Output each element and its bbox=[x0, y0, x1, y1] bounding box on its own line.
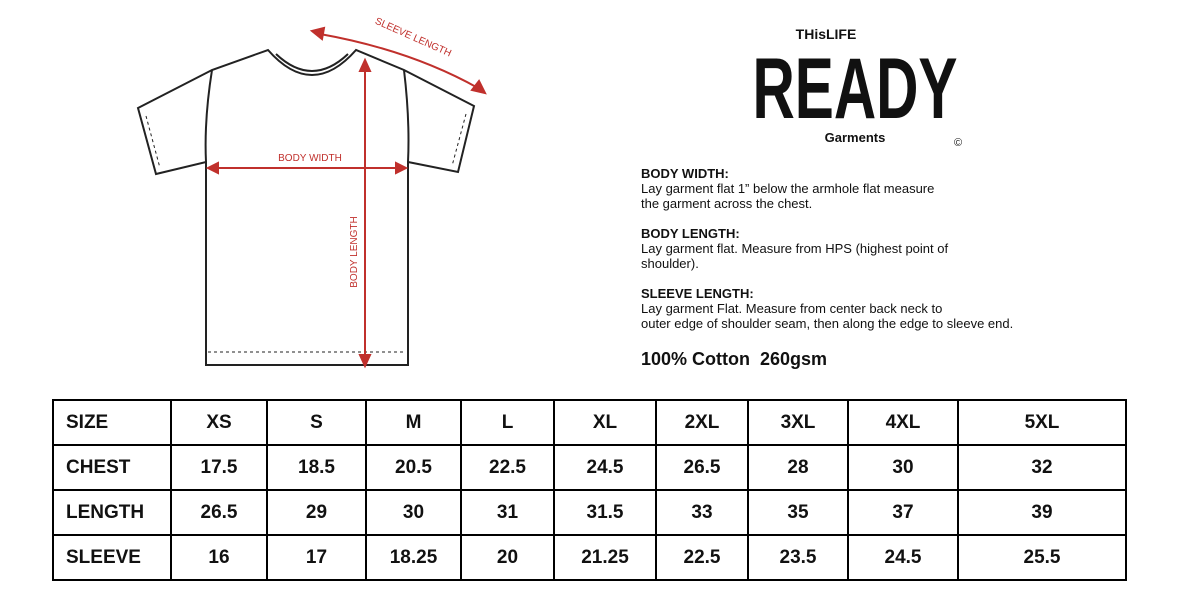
instruction-line: Lay garment Flat. Measure from center ba… bbox=[641, 301, 943, 316]
tshirt bbox=[136, 48, 476, 366]
table-cell: XL bbox=[553, 399, 657, 446]
logo-top: THisLIFE bbox=[796, 26, 857, 42]
logo-bottom: Garments bbox=[825, 130, 886, 145]
table-cell: 37 bbox=[847, 489, 959, 536]
diagram: BODY WIDTH BODY LENGTH SLEEVE LENGTH THi… bbox=[136, 16, 962, 369]
measure-arrows bbox=[205, 26, 487, 369]
instruction-heading: BODY LENGTH: bbox=[641, 226, 740, 241]
table-cell: 39 bbox=[957, 489, 1127, 536]
table-cell: LENGTH bbox=[52, 489, 172, 536]
table-cell: 33 bbox=[655, 489, 749, 536]
table-cell: CHEST bbox=[52, 444, 172, 491]
table-cell: 5XL bbox=[957, 399, 1127, 446]
table-cell: 17.5 bbox=[170, 444, 268, 491]
width-label: BODY WIDTH bbox=[278, 153, 342, 164]
table-cell: L bbox=[460, 399, 555, 446]
table-cell: 21.25 bbox=[553, 534, 657, 581]
instruction-block: BODY WIDTH: Lay garment flat 1” below the… bbox=[641, 166, 1161, 211]
table-cell: 22.5 bbox=[460, 444, 555, 491]
length-label: BODY LENGTH bbox=[349, 216, 360, 288]
table-cell: 30 bbox=[365, 489, 462, 536]
instruction-line: the garment across the chest. bbox=[641, 196, 813, 211]
instruction-line: shoulder). bbox=[641, 256, 699, 271]
table-cell: 28 bbox=[747, 444, 849, 491]
instruction-heading: BODY WIDTH: bbox=[641, 166, 729, 181]
instruction-heading: SLEEVE LENGTH: bbox=[641, 286, 754, 301]
instruction-block: SLEEVE LENGTH: Lay garment Flat. Measure … bbox=[641, 286, 1161, 331]
instructions: BODY WIDTH: Lay garment flat 1” below the… bbox=[641, 166, 1161, 346]
table-row: SIZE XS S M L XL 2XL 3XL 4XL 5XL bbox=[52, 399, 1127, 446]
instruction-line: Lay garment flat. Measure from HPS (high… bbox=[641, 241, 949, 256]
sleeve-label: SLEEVE LENGTH bbox=[373, 16, 453, 60]
table-cell: 24.5 bbox=[553, 444, 657, 491]
table-cell: SIZE bbox=[52, 399, 172, 446]
table-cell: 3XL bbox=[747, 399, 849, 446]
instruction-line: outer edge of shoulder seam, then along … bbox=[641, 316, 1014, 331]
table-row: CHEST 17.5 18.5 20.5 22.5 24.5 26.5 28 30 32 bbox=[52, 444, 1127, 491]
table-row: SLEEVE 16 17 18.25 20 21.25 22.5 23.5 24.5 25.5 bbox=[52, 534, 1127, 581]
table-cell: 23.5 bbox=[747, 534, 849, 581]
table-cell: 35 bbox=[747, 489, 849, 536]
table-cell: 17 bbox=[266, 534, 367, 581]
table-cell: 18.5 bbox=[266, 444, 367, 491]
table-cell: 2XL bbox=[655, 399, 749, 446]
table-row: LENGTH 26.5 29 30 31 31.5 33 35 37 39 bbox=[52, 489, 1127, 536]
table-cell: 29 bbox=[266, 489, 367, 536]
fabric: 100% Cotton 260gsm bbox=[641, 349, 828, 369]
table-cell: 26.5 bbox=[655, 444, 749, 491]
table-cell: 24.5 bbox=[847, 534, 959, 581]
table-cell: 4XL bbox=[847, 399, 959, 446]
table-cell: 31.5 bbox=[553, 489, 657, 536]
table-cell: XS bbox=[170, 399, 268, 446]
logo-mark: © bbox=[954, 137, 962, 149]
table-cell: 22.5 bbox=[655, 534, 749, 581]
table-cell: 20 bbox=[460, 534, 555, 581]
instruction-block: BODY LENGTH: Lay garment flat. Measure fr… bbox=[641, 226, 1161, 271]
table-cell: M bbox=[365, 399, 462, 446]
table-cell: 31 bbox=[460, 489, 555, 536]
size-table: SIZE XS S M L XL 2XL 3XL 4XL 5XL CHEST 17.5 18.5 20.5… bbox=[52, 399, 1127, 581]
table-cell: 32 bbox=[957, 444, 1127, 491]
table-cell: 26.5 bbox=[170, 489, 268, 536]
logo-main: READY bbox=[753, 41, 958, 137]
table-cell: 25.5 bbox=[957, 534, 1127, 581]
instruction-line: Lay garment flat 1” below the armhole fl… bbox=[641, 181, 935, 196]
table-cell: 16 bbox=[170, 534, 268, 581]
table-cell: SLEEVE bbox=[52, 534, 172, 581]
table-cell: S bbox=[266, 399, 367, 446]
table-cell: 30 bbox=[847, 444, 959, 491]
table-cell: 20.5 bbox=[365, 444, 462, 491]
table-cell: 18.25 bbox=[365, 534, 462, 581]
